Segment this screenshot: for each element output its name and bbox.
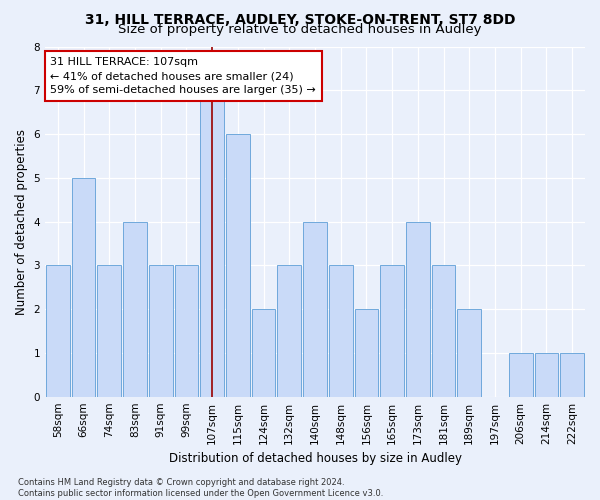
Bar [406,222,430,396]
Bar [509,353,533,397]
Text: 31, HILL TERRACE, AUDLEY, STOKE-ON-TRENT, ST7 8DD: 31, HILL TERRACE, AUDLEY, STOKE-ON-TRENT… [85,12,515,26]
Bar [560,353,584,397]
Bar [200,90,224,397]
Bar [432,266,455,396]
X-axis label: Distribution of detached houses by size in Audley: Distribution of detached houses by size … [169,452,461,465]
Bar [149,266,173,396]
Bar [329,266,353,396]
Bar [97,266,121,396]
Y-axis label: Number of detached properties: Number of detached properties [15,128,28,314]
Text: Size of property relative to detached houses in Audley: Size of property relative to detached ho… [118,22,482,36]
Bar [303,222,327,396]
Text: Contains HM Land Registry data © Crown copyright and database right 2024.
Contai: Contains HM Land Registry data © Crown c… [18,478,383,498]
Bar [72,178,95,396]
Text: 31 HILL TERRACE: 107sqm
← 41% of detached houses are smaller (24)
59% of semi-de: 31 HILL TERRACE: 107sqm ← 41% of detache… [50,57,316,95]
Bar [380,266,404,396]
Bar [355,309,378,396]
Bar [123,222,147,396]
Bar [252,309,275,396]
Bar [46,266,70,396]
Bar [277,266,301,396]
Bar [457,309,481,396]
Bar [175,266,198,396]
Bar [535,353,558,397]
Bar [226,134,250,396]
